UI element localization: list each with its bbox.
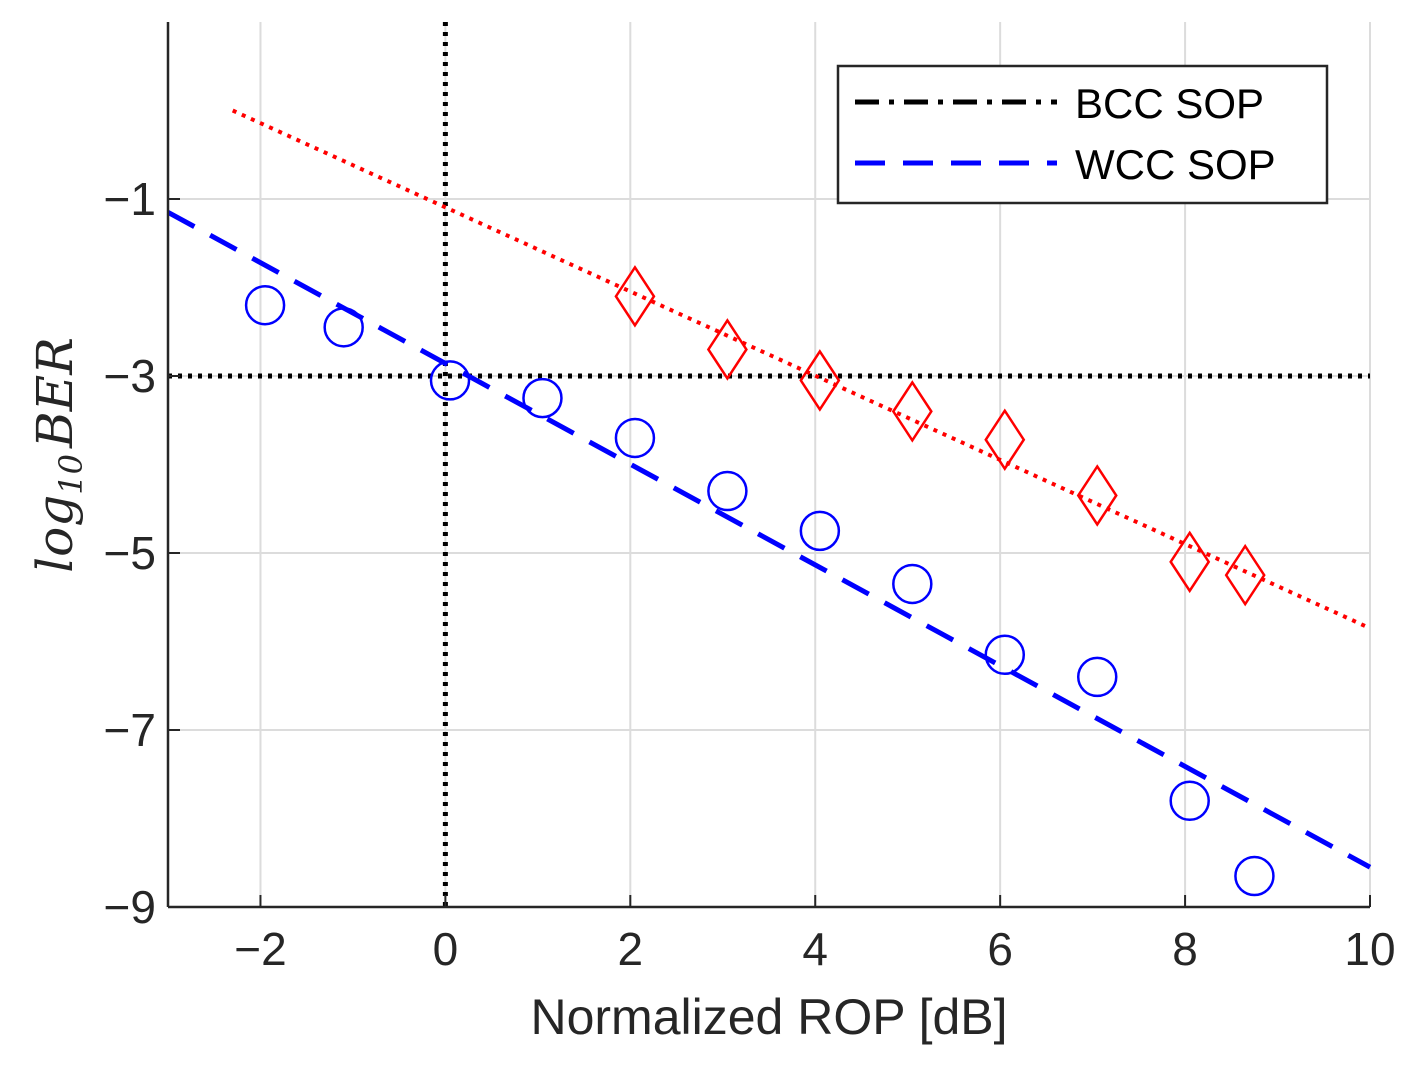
legend-label-wcc: WCC SOP [1075, 141, 1276, 188]
series [166, 108, 1372, 897]
marker-diamond-7 [1224, 543, 1266, 607]
marker-circle-8 [984, 634, 1026, 676]
marker-diamond-3 [891, 380, 933, 443]
x-tick-label-3: 4 [802, 923, 828, 975]
marker-circle-11 [1234, 855, 1275, 897]
marker-circle-9 [1076, 656, 1118, 698]
tick-labels: −2 0 2 4 6 8 10 −1 −3 −5 −7 −9 [104, 173, 1396, 975]
y-axis-title: log10 BER [26, 337, 90, 573]
x-tick-label-2: 2 [618, 923, 644, 975]
series-line-3 [166, 210, 1372, 870]
y-tick-label-1: −3 [104, 350, 156, 402]
y-axis-title-rest: BER [26, 337, 84, 449]
marker-diamond-5 [1076, 464, 1118, 527]
marker-circle-3 [522, 377, 563, 419]
y-tick-label-3: −7 [104, 704, 156, 756]
marker-circle-2 [429, 360, 471, 401]
x-axis-title: Normalized ROP [dB] [530, 989, 1007, 1045]
x-tick-label-1: 0 [433, 923, 459, 975]
reference-lines [168, 22, 1370, 907]
marker-circle-4 [614, 417, 656, 459]
legend-box [836, 64, 1329, 205]
y-axis-title-base: log [26, 495, 84, 573]
marker-circle-7 [892, 563, 933, 605]
marker-circle-5 [707, 470, 748, 512]
y-tick-label-2: −5 [104, 527, 156, 579]
marker-diamond-0 [614, 265, 656, 328]
x-tick-label-6: 10 [1344, 923, 1395, 975]
marker-circle-10 [1169, 780, 1210, 822]
y-tick-label-4: −9 [104, 881, 156, 933]
marker-circle-6 [799, 510, 841, 552]
y-axis-title-subscript: 10 [52, 454, 90, 495]
x-tick-label-0: −2 [234, 923, 286, 975]
series-line-1 [231, 108, 1371, 631]
legend-label-bcc: BCC SOP [1075, 80, 1264, 127]
x-tick-label-4: 6 [987, 923, 1013, 975]
x-tick-label-5: 8 [1172, 923, 1198, 975]
axes [166, 22, 1371, 909]
legend: BCC SOP WCC SOP [836, 64, 1329, 205]
marker-diamond-6 [1169, 530, 1211, 594]
y-tick-label-0: −1 [104, 173, 156, 225]
marker-diamond-4 [984, 408, 1026, 472]
marker-circle-0 [244, 284, 286, 326]
marker-diamond-1 [706, 318, 748, 381]
